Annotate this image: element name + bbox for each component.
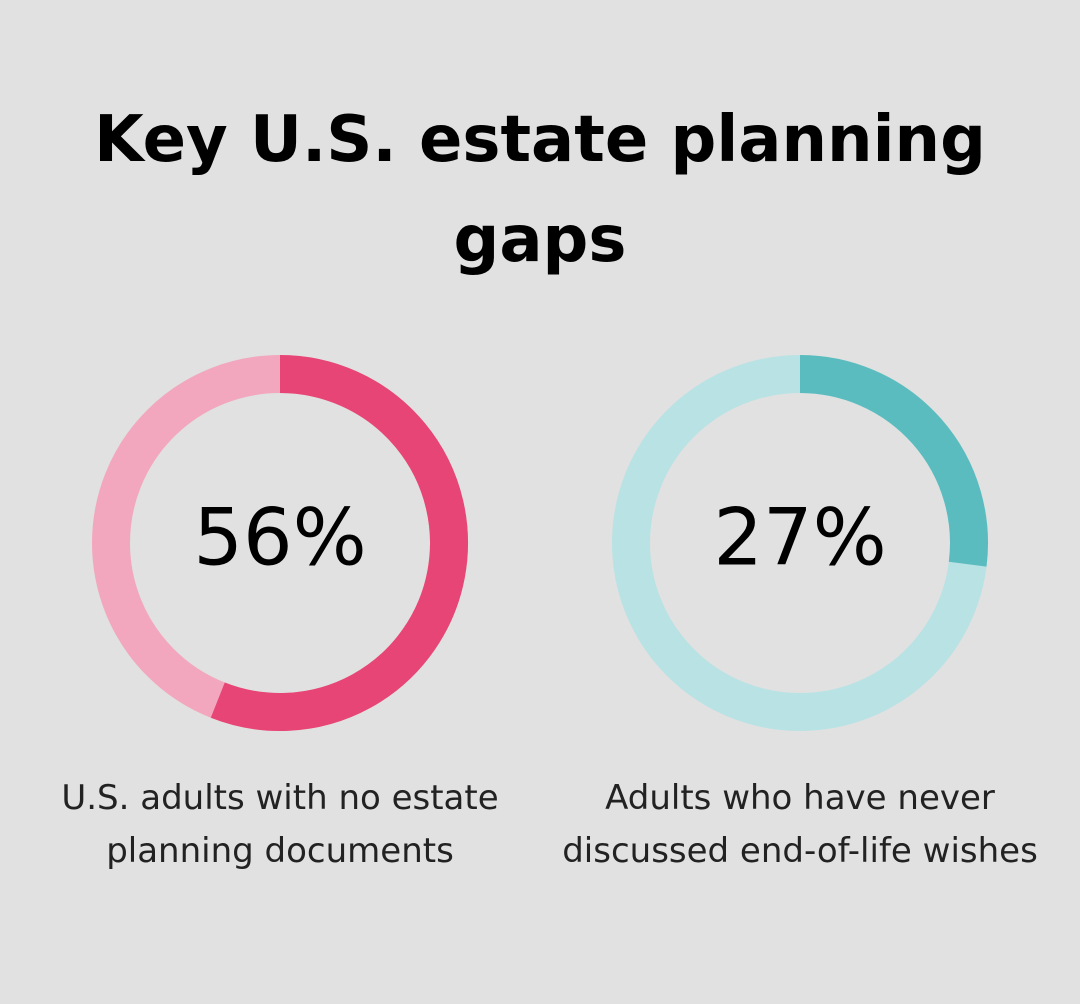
- donut-arc: [210, 355, 468, 731]
- value-label: 27%: [713, 493, 886, 583]
- caption: U.S. adults with no estate planning docu…: [61, 778, 499, 871]
- caption: Adults who have never discussed end-of-l…: [562, 778, 1038, 871]
- title: Key U.S. estate planning gaps: [94, 103, 986, 277]
- value-label: 56%: [193, 493, 366, 583]
- donut-arc: [799, 355, 988, 567]
